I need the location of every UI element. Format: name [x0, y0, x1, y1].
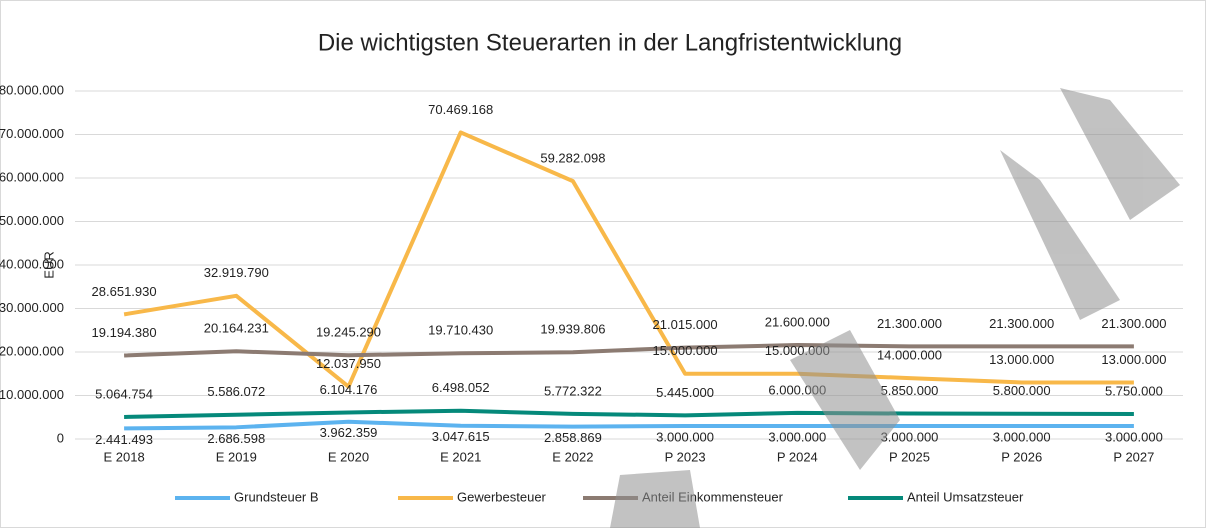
data-label: 3.000.000: [656, 429, 714, 444]
data-label: 21.300.000: [989, 316, 1054, 331]
data-label: 13.000.000: [1101, 352, 1166, 367]
x-tick-label: E 2021: [440, 449, 481, 464]
data-label: 70.469.168: [428, 102, 493, 117]
legend-label: Anteil Umsatzsteuer: [907, 489, 1024, 504]
series-line: [124, 408, 1134, 419]
y-tick-label: 50.000.000: [0, 213, 64, 228]
x-tick-label: P 2025: [889, 449, 930, 464]
y-tick-label: 70.000.000: [0, 126, 64, 141]
data-label: 3.000.000: [881, 429, 939, 444]
y-tick-label: 60.000.000: [0, 169, 64, 184]
data-label: 5.772.322: [544, 383, 602, 398]
legend-label: Gewerbesteuer: [457, 489, 547, 504]
data-label: 59.282.098: [540, 151, 605, 166]
data-label: 5.586.072: [207, 384, 265, 399]
x-tick-label: P 2024: [777, 449, 818, 464]
y-tick-label: 30.000.000: [0, 300, 64, 315]
data-label: 32.919.790: [204, 265, 269, 280]
data-label: 21.015.000: [653, 317, 718, 332]
x-tick-label: P 2027: [1113, 449, 1154, 464]
x-tick-label: P 2026: [1001, 449, 1042, 464]
data-label: 3.000.000: [1105, 429, 1163, 444]
x-tick-label: E 2020: [328, 449, 369, 464]
data-label: 13.000.000: [989, 352, 1054, 367]
y-tick-label: 0: [57, 430, 64, 445]
legend-label: Grundsteuer B: [234, 489, 319, 504]
x-tick-label: P 2023: [665, 449, 706, 464]
y-tick-label: 40.000.000: [0, 256, 64, 271]
data-label: 12.037.950: [316, 356, 381, 371]
data-label: 28.651.930: [92, 284, 157, 299]
y-axis-label: EUR: [41, 251, 56, 278]
data-label: 20.164.231: [204, 321, 269, 336]
series-line: [124, 343, 1134, 358]
data-label: 5.800.000: [993, 383, 1051, 398]
data-label: 5.445.000: [656, 385, 714, 400]
data-label: 2.441.493: [95, 432, 153, 447]
x-tick-label: E 2022: [552, 449, 593, 464]
data-label: 21.300.000: [1101, 316, 1166, 331]
y-tick-label: 20.000.000: [0, 343, 64, 358]
data-label: 19.939.806: [540, 322, 605, 337]
data-label: 19.194.380: [92, 325, 157, 340]
data-label: 3.962.359: [320, 425, 378, 440]
watermark: [610, 88, 1180, 528]
series-line: [124, 419, 1134, 431]
data-label: 5.064.754: [95, 386, 153, 401]
data-label: 15.000.000: [653, 343, 718, 358]
data-label: 3.000.000: [993, 429, 1051, 444]
data-label: 3.047.615: [432, 429, 490, 444]
y-tick-label: 10.000.000: [0, 387, 64, 402]
data-label: 19.245.290: [316, 325, 381, 340]
data-label: 2.686.598: [207, 431, 265, 446]
data-label: 21.600.000: [765, 314, 830, 329]
data-label: 6.104.176: [320, 382, 378, 397]
data-label: 14.000.000: [877, 348, 942, 363]
chart-title: Die wichtigsten Steuerarten in der Langf…: [318, 29, 902, 56]
data-label: 5.850.000: [881, 383, 939, 398]
data-label: 3.000.000: [768, 429, 826, 444]
y-tick-label: 80.000.000: [0, 82, 64, 97]
data-label: 21.300.000: [877, 316, 942, 331]
x-tick-label: E 2018: [103, 449, 144, 464]
data-label: 19.710.430: [428, 323, 493, 338]
x-tick-label: E 2019: [216, 449, 257, 464]
series-line: [123, 130, 1134, 389]
data-label: 5.750.000: [1105, 383, 1163, 398]
data-label: 6.498.052: [432, 380, 490, 395]
data-label: 2.858.869: [544, 430, 602, 445]
